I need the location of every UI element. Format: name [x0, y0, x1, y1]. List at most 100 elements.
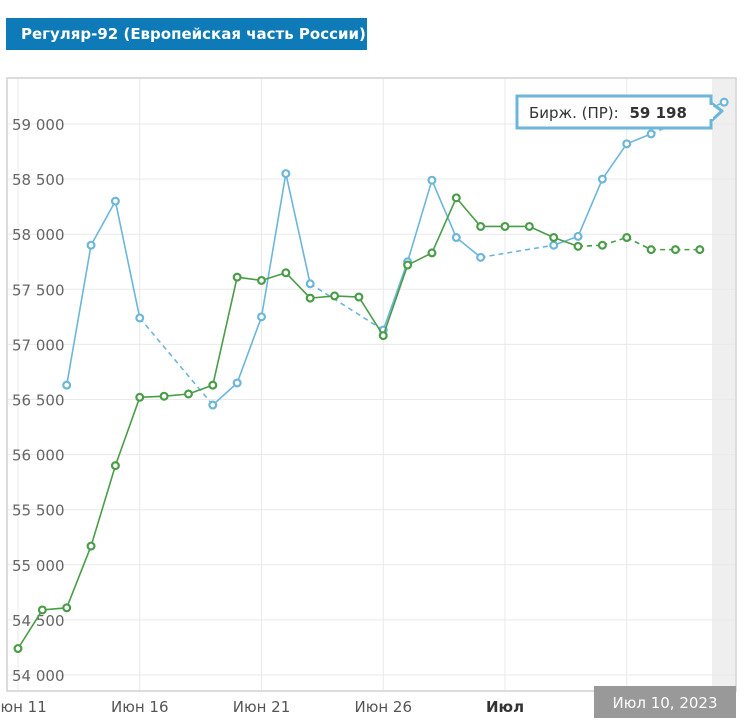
- series-segment: [382, 264, 409, 336]
- data-point: [354, 292, 364, 302]
- series-segment: [431, 179, 458, 238]
- x-tick-label: Июн 11: [0, 698, 47, 716]
- series: [13, 97, 729, 654]
- data-point: [232, 378, 242, 388]
- data-point: [549, 240, 559, 250]
- tooltip-value: 59 198: [629, 104, 686, 122]
- y-tick-label: 56 000: [12, 447, 65, 465]
- data-point: [378, 331, 388, 341]
- series-1: [62, 97, 729, 410]
- data-point: [183, 389, 193, 399]
- data-point: [135, 313, 145, 323]
- data-point: [500, 221, 510, 231]
- data-point: [305, 293, 315, 303]
- series-segment: [285, 173, 311, 284]
- data-point: [159, 391, 169, 401]
- series-segment: [285, 272, 311, 299]
- series-segment: [626, 236, 652, 251]
- series-segment: [406, 179, 433, 262]
- data-point: [646, 245, 656, 255]
- data-point: [403, 260, 413, 270]
- y-tick-label: 59 000: [12, 116, 65, 134]
- data-point: [573, 241, 583, 251]
- series-segment: [90, 200, 117, 246]
- series-segment: [212, 382, 238, 406]
- data-point: [670, 245, 680, 255]
- data-point: [305, 279, 315, 289]
- tooltip-label: Бирж. (ПР):: [529, 104, 619, 122]
- data-point: [622, 233, 632, 243]
- series-segment: [236, 316, 263, 384]
- series-segment: [309, 283, 384, 331]
- y-tick-label: 54 500: [12, 612, 65, 630]
- data-point: [110, 461, 120, 471]
- y-tick-label: 54 000: [12, 667, 65, 685]
- data-point: [208, 380, 218, 390]
- data-point: [719, 97, 729, 107]
- series-segment: [601, 143, 628, 180]
- series-segment: [114, 397, 141, 466]
- y-tick-label: 55 500: [12, 502, 65, 520]
- y-axis-ticks: 54 000 54 500 55 000 55 500 56 000 56 500 57 0…: [12, 116, 65, 685]
- series-segment: [65, 545, 92, 609]
- x-axis-ticks: Июн 11 Июн 16 Июн 21 Июн 26 Июл: [0, 698, 524, 716]
- series-segment: [455, 197, 482, 228]
- data-point: [257, 312, 267, 322]
- y-tick-label: 57 500: [12, 281, 65, 299]
- gridlines: [8, 79, 735, 690]
- data-point: [524, 221, 534, 231]
- data-point: [549, 233, 559, 243]
- range-label: Июл 10, 2023: [613, 694, 718, 712]
- series-segment: [382, 261, 409, 331]
- data-point: [622, 139, 632, 149]
- x-tick-label: Июн 26: [354, 698, 412, 716]
- data-point: [37, 605, 47, 615]
- series-segment: [17, 609, 44, 649]
- data-point: [86, 541, 96, 551]
- y-tick-label: 56 500: [12, 392, 65, 410]
- data-point: [427, 248, 437, 258]
- series-segment: [260, 173, 287, 317]
- data-point: [451, 233, 461, 243]
- series-segment: [114, 200, 141, 319]
- data-point: [695, 245, 705, 255]
- series-segment: [90, 465, 117, 547]
- data-point: [135, 392, 145, 402]
- data-point: [110, 196, 120, 206]
- series-segment: [480, 244, 554, 259]
- x-tick-label: Июл: [486, 698, 524, 716]
- x-tick-label: Июн 21: [233, 698, 291, 716]
- y-tick-label: 58 000: [12, 226, 65, 244]
- svg-text:Бирж. (ПР): 59 198: Бирж. (ПР): 59 198: [529, 104, 687, 122]
- series-segment: [65, 245, 92, 386]
- y-tick-label: 57 000: [12, 336, 65, 354]
- data-point: [427, 175, 437, 185]
- plot-frame: [6, 77, 737, 692]
- data-point: [257, 275, 267, 285]
- data-point: [451, 193, 461, 203]
- range-label-box: Июл 10, 2023: [594, 686, 736, 718]
- chart-title: Регуляр-92 (Европейская часть России): [6, 18, 367, 50]
- x-tick-label: Июн 16: [111, 698, 169, 716]
- series-segment: [212, 277, 238, 386]
- data-point: [86, 240, 96, 250]
- data-point: [330, 291, 340, 301]
- data-point: [62, 380, 72, 390]
- current-day-band: [712, 79, 735, 690]
- y-tick-label: 58 500: [12, 171, 65, 189]
- tooltip: Бирж. (ПР): 59 198: [515, 94, 724, 130]
- series-segment: [455, 236, 482, 258]
- data-point: [208, 400, 218, 410]
- data-point: [573, 231, 583, 241]
- data-point: [232, 272, 242, 282]
- y-tick-label: 55 000: [12, 557, 65, 575]
- data-point: [597, 240, 607, 250]
- series-segment: [407, 252, 433, 266]
- series-segment: [577, 178, 604, 237]
- data-point: [13, 644, 23, 654]
- series-segment: [431, 197, 458, 254]
- data-point: [281, 268, 291, 278]
- data-point: [476, 252, 486, 262]
- data-point: [281, 169, 291, 179]
